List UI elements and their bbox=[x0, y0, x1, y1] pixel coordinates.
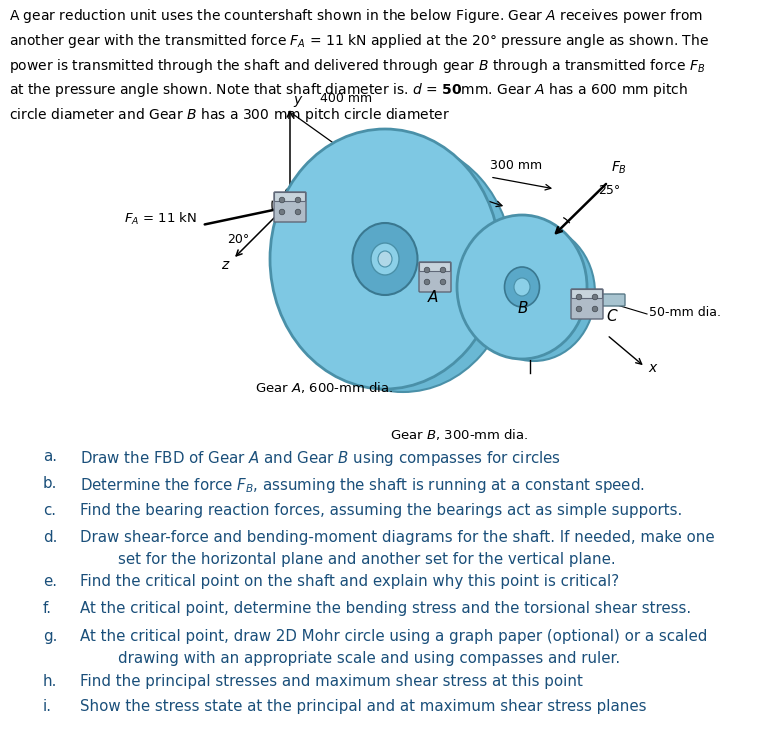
Circle shape bbox=[295, 209, 301, 214]
FancyBboxPatch shape bbox=[601, 294, 625, 306]
Ellipse shape bbox=[457, 215, 587, 359]
Text: A gear reduction unit uses the countershaft shown in the below Figure. Gear $\it: A gear reduction unit uses the countersh… bbox=[9, 7, 709, 124]
Circle shape bbox=[440, 279, 446, 284]
Text: 400 mm: 400 mm bbox=[320, 92, 372, 105]
FancyBboxPatch shape bbox=[572, 290, 603, 298]
Circle shape bbox=[592, 306, 598, 312]
Text: d.: d. bbox=[43, 530, 57, 545]
Ellipse shape bbox=[473, 225, 595, 361]
Text: y: y bbox=[293, 93, 301, 107]
Polygon shape bbox=[295, 199, 555, 293]
Text: O: O bbox=[283, 187, 293, 200]
Text: Gear $\it{A}$, 600-mm dia.: Gear $\it{A}$, 600-mm dia. bbox=[255, 380, 393, 395]
Ellipse shape bbox=[293, 142, 513, 392]
FancyBboxPatch shape bbox=[419, 262, 451, 292]
FancyBboxPatch shape bbox=[420, 262, 450, 271]
Ellipse shape bbox=[353, 223, 418, 295]
Text: Draw shear-force and bending-moment diagrams for the shaft. If needed, make one
: Draw shear-force and bending-moment diag… bbox=[80, 530, 715, 567]
Text: e.: e. bbox=[43, 574, 57, 589]
Text: h.: h. bbox=[43, 674, 57, 689]
Text: 25°: 25° bbox=[598, 184, 620, 197]
Circle shape bbox=[424, 279, 430, 284]
Text: 350 mm: 350 mm bbox=[390, 144, 442, 157]
Ellipse shape bbox=[378, 251, 392, 267]
Text: Find the critical point on the shaft and explain why this point is critical?: Find the critical point on the shaft and… bbox=[80, 574, 619, 589]
Text: $C$: $C$ bbox=[606, 308, 619, 324]
Text: c.: c. bbox=[43, 503, 56, 518]
Ellipse shape bbox=[371, 243, 399, 275]
Circle shape bbox=[576, 306, 582, 312]
Text: Determine the force $F_B$, assuming the shaft is running at a constant speed.: Determine the force $F_B$, assuming the … bbox=[80, 476, 645, 495]
FancyBboxPatch shape bbox=[274, 192, 306, 222]
Ellipse shape bbox=[504, 267, 539, 307]
Text: b.: b. bbox=[43, 476, 57, 491]
Text: Find the bearing reaction forces, assuming the bearings act as simple supports.: Find the bearing reaction forces, assumi… bbox=[80, 503, 682, 518]
Text: $F_A$ = 11 kN: $F_A$ = 11 kN bbox=[124, 211, 197, 227]
Text: $A$: $A$ bbox=[427, 289, 439, 305]
Circle shape bbox=[279, 198, 285, 203]
Ellipse shape bbox=[514, 278, 530, 296]
Text: $B$: $B$ bbox=[517, 300, 529, 316]
Text: f.: f. bbox=[43, 601, 52, 616]
Text: g.: g. bbox=[43, 629, 57, 644]
Circle shape bbox=[440, 268, 446, 273]
Text: At the critical point, determine the bending stress and the torsional shear stre: At the critical point, determine the ben… bbox=[80, 601, 691, 616]
Circle shape bbox=[424, 268, 430, 273]
Text: Find the principal stresses and maximum shear stress at this point: Find the principal stresses and maximum … bbox=[80, 674, 583, 689]
Text: z: z bbox=[221, 258, 229, 272]
Text: 20°: 20° bbox=[227, 233, 249, 246]
Text: Show the stress state at the principal and at maximum shear stress planes: Show the stress state at the principal a… bbox=[80, 699, 646, 714]
Text: 300 mm: 300 mm bbox=[490, 159, 542, 172]
Text: 50-mm dia.: 50-mm dia. bbox=[649, 306, 721, 319]
Ellipse shape bbox=[270, 129, 500, 389]
Circle shape bbox=[592, 294, 598, 300]
Text: Draw the FBD of Gear $\it{A}$ and Gear $\it{B}$ using compasses for circles: Draw the FBD of Gear $\it{A}$ and Gear $… bbox=[80, 449, 561, 468]
Circle shape bbox=[295, 198, 301, 203]
Text: x: x bbox=[648, 361, 656, 375]
Text: i.: i. bbox=[43, 699, 52, 714]
Text: Gear $\it{B}$, 300-mm dia.: Gear $\it{B}$, 300-mm dia. bbox=[390, 427, 529, 442]
FancyBboxPatch shape bbox=[571, 289, 603, 319]
Text: At the critical point, draw 2D Mohr circle using a graph paper (optional) or a s: At the critical point, draw 2D Mohr circ… bbox=[80, 629, 707, 666]
Text: $F_B$: $F_B$ bbox=[611, 160, 627, 176]
Circle shape bbox=[279, 209, 285, 214]
FancyBboxPatch shape bbox=[274, 192, 306, 201]
Circle shape bbox=[576, 294, 582, 300]
Text: a.: a. bbox=[43, 449, 57, 464]
